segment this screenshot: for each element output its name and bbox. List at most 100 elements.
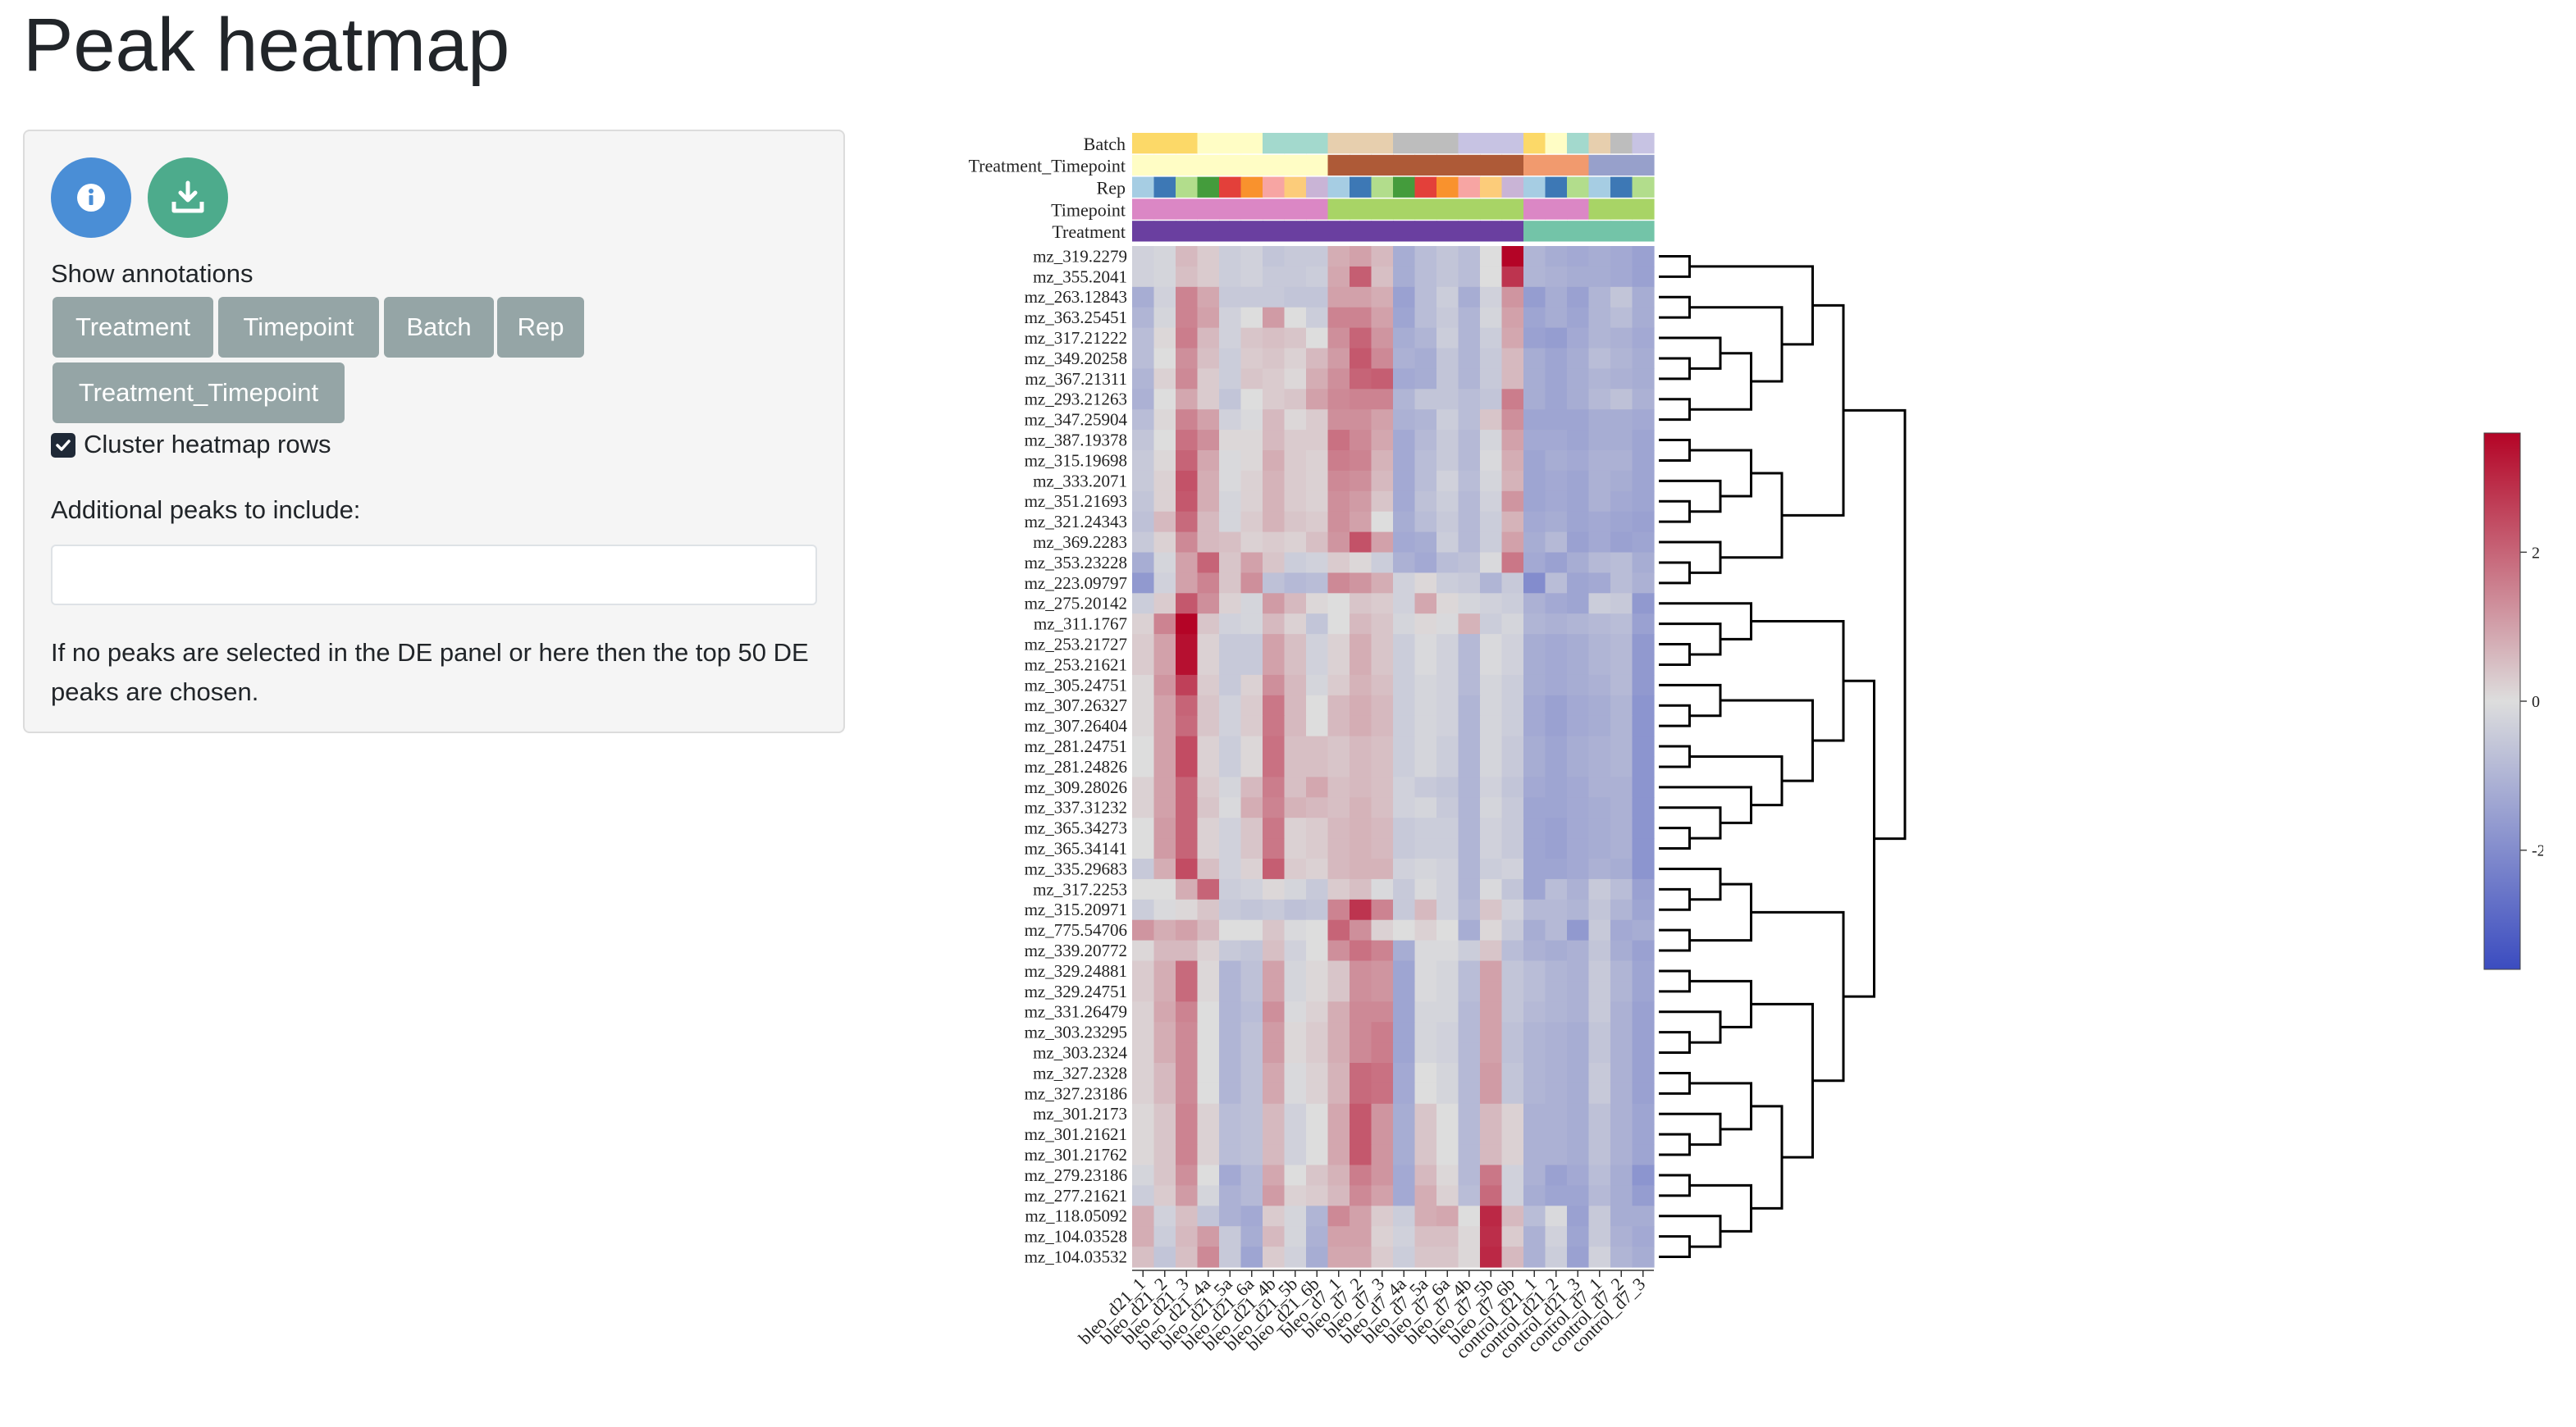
heatmap-cell (1480, 1042, 1503, 1064)
heatmap-cell (1393, 246, 1416, 267)
heatmap-cell (1176, 368, 1199, 390)
heatmap-cell (1567, 307, 1590, 329)
heatmap-cell (1197, 838, 1220, 859)
heatmap-cell (1219, 266, 1242, 288)
heatmap-cell (1393, 1103, 1416, 1125)
heatmap-cell (1414, 797, 1437, 818)
heatmap-cell (1306, 919, 1329, 941)
heatmap-cell (1263, 409, 1286, 431)
heatmap-cell (1480, 940, 1503, 962)
dendrogram-branch (1659, 643, 1691, 666)
heatmap-cell (1545, 409, 1568, 431)
dendrogram-branch (1659, 928, 1691, 952)
heatmap-cell (1458, 756, 1481, 777)
dendrogram-branch (1751, 1105, 1784, 1210)
heatmap-cell (1306, 940, 1329, 962)
heatmap-cell (1240, 1206, 1263, 1227)
heatmap-cell (1567, 736, 1590, 758)
heatmap-cell (1480, 1144, 1503, 1166)
download-button[interactable] (148, 157, 228, 238)
heatmap-cell (1610, 593, 1633, 614)
annotation-button-treatment[interactable]: Treatment (53, 297, 213, 358)
heatmap-cell (1545, 695, 1568, 717)
heatmap-cell (1501, 286, 1524, 308)
heatmap-cell (1501, 674, 1524, 696)
heatmap-cell (1197, 389, 1220, 410)
heatmap-cell (1501, 1022, 1524, 1043)
heatmap-cell (1567, 1083, 1590, 1105)
heatmap-cell (1284, 552, 1307, 573)
annotation-label: Treatment_Timepoint (968, 156, 1126, 176)
heatmap-cell (1350, 430, 1372, 451)
heatmap-cell (1393, 430, 1416, 451)
annotation-button-timepoint[interactable]: Timepoint (218, 297, 379, 358)
heatmap-cell (1263, 695, 1286, 717)
heatmap-cell (1263, 368, 1286, 390)
row-label: mz_775.54706 (1025, 920, 1127, 940)
heatmap-cell (1153, 797, 1176, 818)
heatmap-cell (1480, 450, 1503, 472)
heatmap-cell (1176, 818, 1199, 839)
heatmap-cell (1284, 613, 1307, 635)
heatmap-cell (1567, 756, 1590, 777)
heatmap-cell (1480, 409, 1503, 431)
heatmap-cell (1240, 307, 1263, 329)
heatmap-cell (1240, 838, 1263, 859)
heatmap-cell (1176, 736, 1199, 758)
heatmap-cell (1350, 899, 1372, 921)
annotation-cell (1371, 198, 1394, 220)
heatmap-cell (1610, 348, 1633, 369)
heatmap-cell (1219, 1063, 1242, 1084)
heatmap-cell (1393, 1247, 1416, 1268)
additional-peaks-input[interactable] (51, 545, 817, 605)
heatmap-cell (1219, 430, 1242, 451)
heatmap-cell (1545, 307, 1568, 329)
heatmap-cell (1588, 960, 1611, 982)
annotation-cell (1240, 198, 1263, 220)
heatmap-cell (1632, 736, 1655, 758)
controls-panel: Show annotations Treatment Timepoint Bat… (23, 130, 845, 733)
heatmap-cell (1284, 940, 1307, 962)
heatmap-cell (1632, 409, 1655, 431)
heatmap-cell (1436, 859, 1459, 880)
heatmap-cell (1263, 818, 1286, 839)
info-button[interactable] (51, 157, 131, 238)
heatmap-cell (1327, 1083, 1350, 1105)
heatmap-cell (1219, 715, 1242, 737)
heatmap-cell (1371, 531, 1394, 554)
heatmap-cell (1240, 674, 1263, 696)
annotation-cell (1567, 133, 1590, 154)
heatmap-cell (1523, 572, 1546, 594)
heatmap-cell (1610, 1103, 1633, 1125)
heatmap-cell (1414, 715, 1437, 737)
heatmap-cell (1176, 715, 1199, 737)
heatmap-cell (1371, 715, 1394, 737)
heatmap-cell (1523, 1063, 1546, 1084)
heatmap-cell (1610, 1083, 1633, 1105)
cluster-rows-checkbox[interactable] (51, 433, 75, 458)
heatmap-cell (1284, 838, 1307, 859)
heatmap-cell (1393, 593, 1416, 614)
heatmap-cell (1263, 1247, 1286, 1268)
heatmap-cell (1240, 654, 1263, 676)
heatmap-cell (1545, 1124, 1568, 1146)
heatmap-cell (1545, 756, 1568, 777)
cluster-rows-label[interactable]: Cluster heatmap rows (84, 430, 331, 458)
heatmap-cell (1414, 878, 1437, 900)
heatmap-cell (1350, 266, 1372, 288)
heatmap-cell (1153, 859, 1176, 880)
heatmap-cell (1371, 899, 1394, 921)
annotation-cell (1545, 198, 1568, 220)
heatmap-cell (1545, 736, 1568, 758)
annotation-button-treatment-timepoint[interactable]: Treatment_Timepoint (53, 362, 345, 423)
heatmap-cell (1153, 307, 1176, 329)
heatmap-cell (1263, 859, 1286, 880)
annotation-button-batch[interactable]: Batch (384, 297, 494, 358)
legend-tick-label: 0 (2532, 693, 2540, 711)
heatmap-cell (1414, 674, 1437, 696)
heatmap-cell (1414, 634, 1437, 655)
heatmap-cell (1458, 838, 1481, 859)
annotation-button-rep[interactable]: Rep (497, 297, 584, 358)
heatmap-cell (1523, 511, 1546, 533)
annotation-cell (1436, 198, 1459, 220)
